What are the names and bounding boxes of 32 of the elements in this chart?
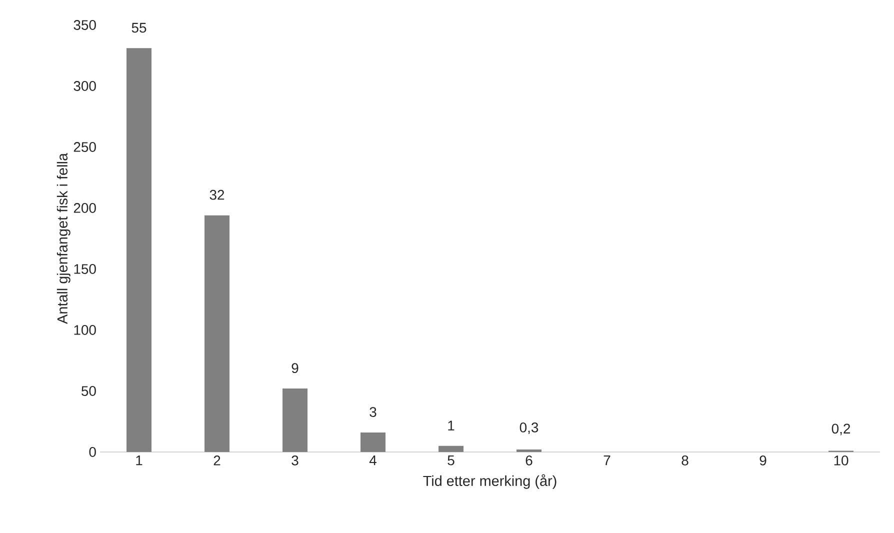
- bar: [126, 48, 152, 452]
- bar: [282, 388, 308, 452]
- x-tick-label: 10: [834, 456, 848, 466]
- y-tick-label: 300: [74, 81, 96, 91]
- x-tick-label: 4: [369, 456, 376, 466]
- annotation: 55: [132, 22, 146, 33]
- x-tick-label: 1: [136, 456, 142, 466]
- bar: [360, 432, 386, 452]
- annotation: 9: [292, 363, 298, 374]
- y-axis-title: Antall gjenfanget fisk i fella: [56, 153, 70, 324]
- bar: [438, 446, 464, 452]
- annotation: 0,3: [520, 422, 538, 434]
- y-tick-label: 100: [74, 325, 96, 335]
- y-tick-label: 350: [74, 20, 96, 30]
- x-tick-label: 9: [760, 456, 766, 466]
- bar: [204, 215, 230, 452]
- x-tick-label: 8: [682, 456, 688, 466]
- x-axis-title: Tid etter merking (år): [423, 474, 556, 489]
- annotation: 0,2: [832, 424, 850, 436]
- y-tick-label: 200: [74, 203, 96, 213]
- annotation: 1: [448, 420, 454, 430]
- annotation: 32: [210, 190, 224, 200]
- x-tick-label: 6: [526, 456, 532, 466]
- y-tick-label: 0: [89, 447, 96, 457]
- y-tick-label: 250: [74, 142, 96, 152]
- y-tick-label: 50: [82, 386, 96, 396]
- x-tick-label: 7: [604, 456, 610, 466]
- annotation: 3: [370, 407, 376, 417]
- x-tick-label: 5: [448, 456, 454, 466]
- y-tick-label: 150: [74, 264, 96, 274]
- x-tick-label: 3: [292, 456, 298, 466]
- x-tick-label: 2: [214, 456, 220, 466]
